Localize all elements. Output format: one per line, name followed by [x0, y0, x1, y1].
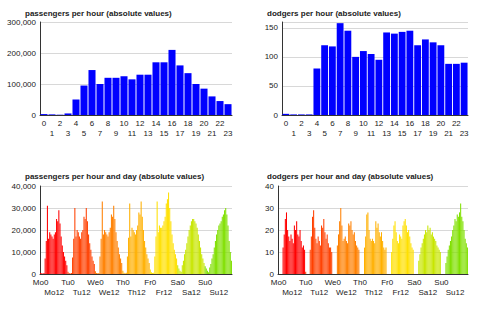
- svg-text:21: 21: [444, 129, 453, 138]
- svg-text:Fr12: Fr12: [392, 288, 409, 297]
- svg-text:Mo0: Mo0: [33, 278, 49, 287]
- svg-text:40: 40: [265, 182, 274, 191]
- svg-text:30,000: 30,000: [12, 204, 37, 213]
- svg-text:0: 0: [32, 111, 37, 120]
- svg-text:10,000: 10,000: [12, 248, 37, 257]
- svg-text:20,000: 20,000: [12, 226, 37, 235]
- svg-text:passengers per hour (absolute: passengers per hour (absolute values): [25, 9, 172, 18]
- svg-text:100: 100: [265, 52, 279, 61]
- svg-text:11: 11: [128, 129, 137, 138]
- svg-text:17: 17: [413, 129, 422, 138]
- svg-text:Tu0: Tu0: [61, 278, 75, 287]
- svg-text:15: 15: [160, 129, 169, 138]
- svg-text:18: 18: [421, 119, 430, 128]
- svg-text:5: 5: [322, 129, 327, 138]
- svg-text:Su0: Su0: [434, 278, 449, 287]
- svg-text:Th0: Th0: [353, 278, 367, 287]
- svg-text:Fr0: Fr0: [381, 278, 394, 287]
- svg-text:We12: We12: [336, 288, 357, 297]
- svg-text:6: 6: [90, 119, 95, 128]
- svg-text:8: 8: [346, 119, 351, 128]
- svg-text:Mo12: Mo12: [282, 288, 303, 297]
- svg-text:2: 2: [58, 119, 63, 128]
- svg-text:20: 20: [200, 119, 209, 128]
- svg-text:23: 23: [224, 129, 233, 138]
- svg-text:We12: We12: [99, 288, 120, 297]
- svg-text:16: 16: [168, 119, 177, 128]
- svg-text:22: 22: [452, 119, 461, 128]
- svg-text:0: 0: [42, 119, 47, 128]
- svg-text:Su12: Su12: [446, 288, 465, 297]
- svg-text:17: 17: [176, 129, 185, 138]
- svg-text:40,000: 40,000: [12, 182, 37, 191]
- svg-text:Sa0: Sa0: [171, 278, 186, 287]
- svg-text:7: 7: [98, 129, 103, 138]
- svg-text:16: 16: [405, 119, 414, 128]
- svg-text:Su0: Su0: [198, 278, 213, 287]
- svg-text:9: 9: [114, 129, 119, 138]
- svg-text:Sa12: Sa12: [182, 288, 201, 297]
- svg-text:20: 20: [265, 226, 274, 235]
- svg-text:10: 10: [359, 119, 368, 128]
- svg-text:Sa0: Sa0: [407, 278, 422, 287]
- svg-text:14: 14: [390, 119, 399, 128]
- svg-text:We0: We0: [325, 278, 342, 287]
- svg-text:13: 13: [144, 129, 153, 138]
- svg-text:We0: We0: [87, 278, 104, 287]
- svg-text:100,000: 100,000: [7, 80, 36, 89]
- svg-text:3: 3: [66, 129, 71, 138]
- svg-text:10: 10: [265, 248, 274, 257]
- svg-text:15: 15: [398, 129, 407, 138]
- svg-text:150: 150: [265, 23, 279, 32]
- svg-text:5: 5: [82, 129, 87, 138]
- svg-text:Mo12: Mo12: [44, 288, 65, 297]
- svg-text:30: 30: [265, 204, 274, 213]
- svg-text:12: 12: [374, 119, 383, 128]
- svg-text:1: 1: [50, 129, 55, 138]
- svg-text:Mo0: Mo0: [271, 278, 287, 287]
- svg-text:Sa12: Sa12: [419, 288, 438, 297]
- svg-text:0: 0: [31, 269, 36, 279]
- svg-text:Tu0: Tu0: [299, 278, 313, 287]
- svg-text:6: 6: [330, 119, 335, 128]
- svg-text:10: 10: [120, 119, 129, 128]
- svg-text:19: 19: [429, 129, 438, 138]
- svg-text:4: 4: [315, 119, 320, 128]
- svg-text:19: 19: [192, 129, 201, 138]
- svg-text:22: 22: [216, 119, 225, 128]
- svg-text:9: 9: [353, 129, 358, 138]
- svg-text:20: 20: [436, 119, 445, 128]
- svg-text:Th12: Th12: [364, 288, 383, 297]
- svg-text:18: 18: [184, 119, 193, 128]
- svg-text:200,000: 200,000: [7, 49, 36, 58]
- svg-text:300,000: 300,000: [7, 18, 36, 27]
- svg-text:0: 0: [269, 269, 274, 279]
- svg-text:Tu12: Tu12: [310, 288, 328, 297]
- svg-text:dodgers per hour and day (abso: dodgers per hour and day (absolute value…: [267, 172, 434, 181]
- svg-text:8: 8: [106, 119, 111, 128]
- svg-text:3: 3: [307, 129, 312, 138]
- svg-text:23: 23: [460, 129, 469, 138]
- svg-text:dodgers per hour (absolute val: dodgers per hour (absolute values): [267, 9, 401, 18]
- svg-text:Tu12: Tu12: [73, 288, 91, 297]
- svg-text:Fr0: Fr0: [144, 278, 157, 287]
- svg-text:Th0: Th0: [116, 278, 130, 287]
- svg-text:Su12: Su12: [210, 288, 229, 297]
- svg-text:50: 50: [269, 81, 278, 90]
- svg-text:passengers per hour and day (a: passengers per hour and day (absolute va…: [25, 172, 205, 181]
- svg-text:13: 13: [382, 129, 391, 138]
- svg-text:21: 21: [208, 129, 217, 138]
- svg-text:7: 7: [338, 129, 343, 138]
- svg-text:Th12: Th12: [127, 288, 146, 297]
- svg-text:0: 0: [274, 111, 279, 120]
- svg-text:1: 1: [291, 129, 296, 138]
- svg-text:0: 0: [284, 119, 289, 128]
- svg-text:14: 14: [152, 119, 161, 128]
- svg-text:4: 4: [74, 119, 79, 128]
- svg-text:2: 2: [299, 119, 304, 128]
- svg-text:Fr12: Fr12: [156, 288, 173, 297]
- svg-text:12: 12: [136, 119, 145, 128]
- svg-text:11: 11: [367, 129, 376, 138]
